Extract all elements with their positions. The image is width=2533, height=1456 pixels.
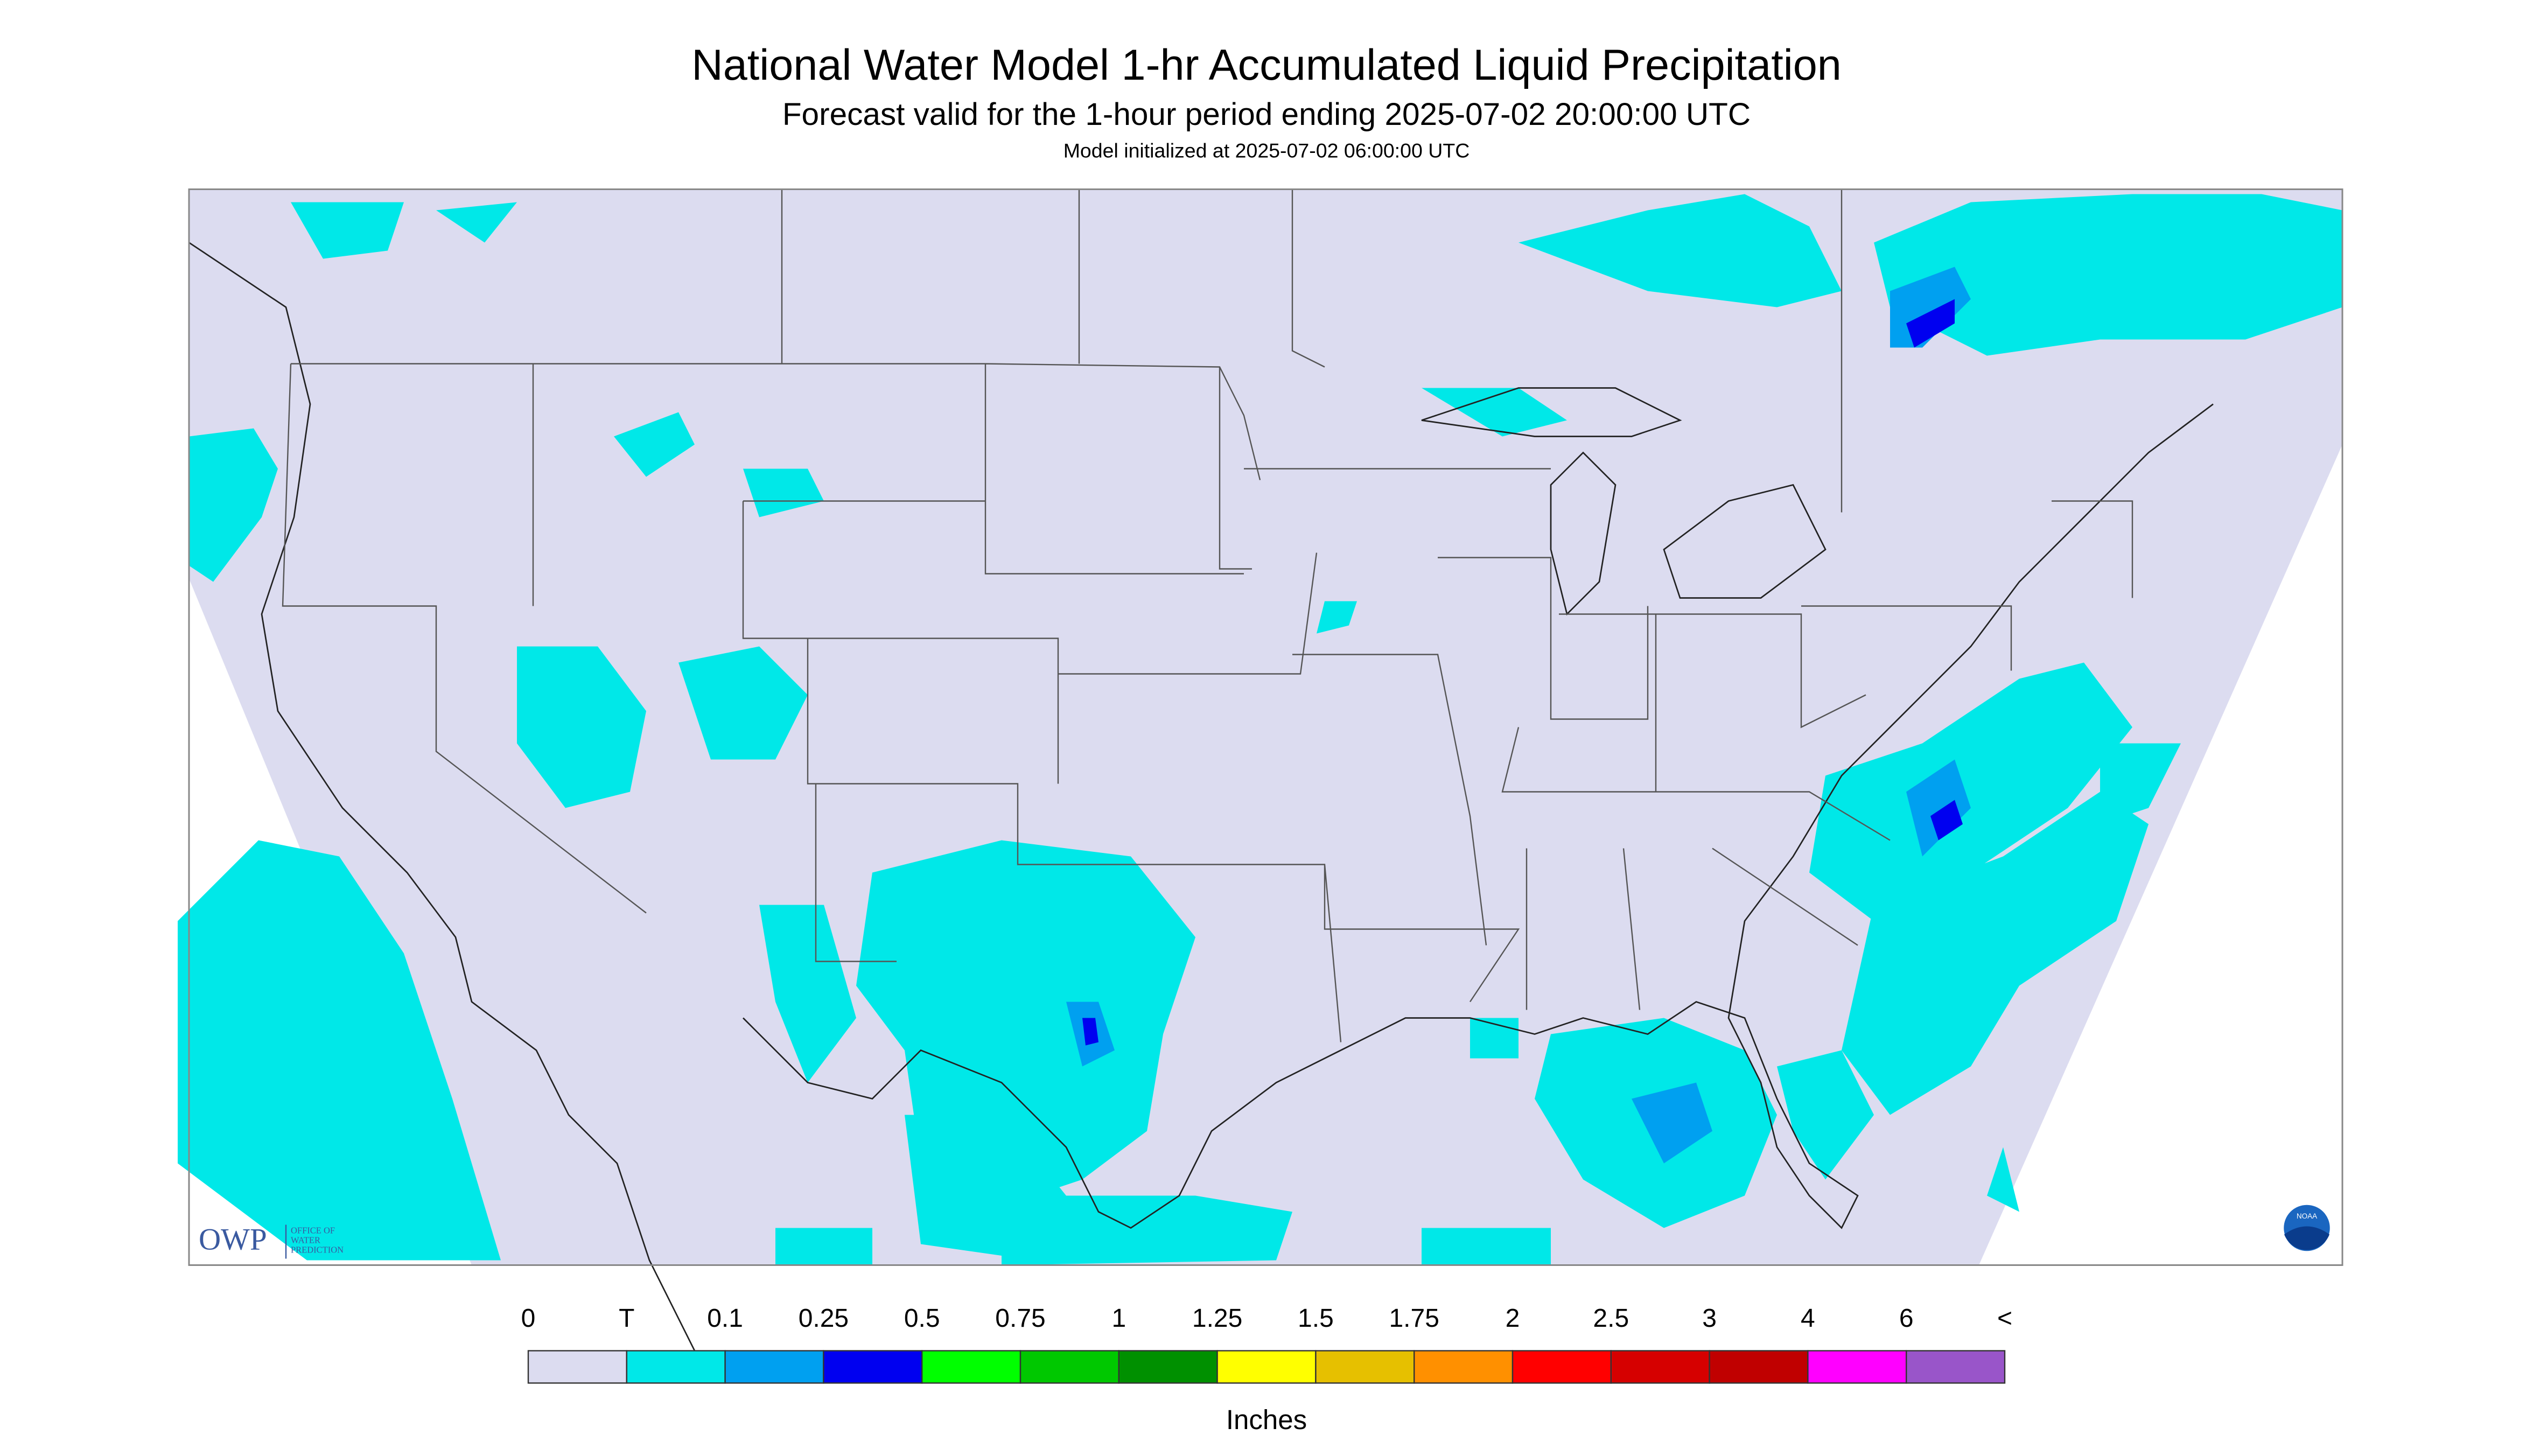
legend-swatch (1807, 1350, 1907, 1384)
legend-label: 4 (1801, 1304, 1815, 1333)
boundaries (188, 189, 2214, 1358)
legend-swatch (1216, 1350, 1317, 1384)
legend-swatch (1610, 1350, 1710, 1384)
owp-logo-line: PREDICTION (291, 1244, 344, 1255)
init-note: Model initialized at 2025-07-02 06:00:00… (1063, 139, 1470, 162)
legend-label: 0 (521, 1304, 536, 1333)
noaa-wave (2284, 1226, 2329, 1250)
legend-label: 0.75 (995, 1304, 1045, 1333)
owp-logo-line: WATER (291, 1235, 320, 1245)
owp-logo: OWP OFFICE OF WATER PREDICTION (199, 1223, 344, 1259)
legend-label: 3 (1702, 1304, 1717, 1333)
legend-label: T (619, 1304, 634, 1333)
legend-swatch (527, 1350, 628, 1384)
legend-unit: Inches (1226, 1404, 1307, 1435)
legend-label: 0.25 (799, 1304, 849, 1333)
projection-area (189, 189, 2342, 1265)
noaa-logo: NOAA (2281, 1202, 2333, 1254)
map-frame (188, 188, 2343, 1266)
legend-label: 1.5 (1298, 1304, 1334, 1333)
precipitation (178, 194, 2342, 1265)
legend-label: 1.25 (1192, 1304, 1242, 1333)
legend-swatch (1512, 1350, 1612, 1384)
legend-label: 0.5 (904, 1304, 940, 1333)
title: National Water Model 1-hr Accumulated Li… (691, 41, 1842, 89)
legend-swatch (921, 1350, 1021, 1384)
legend-label: < (1997, 1304, 2012, 1333)
legend-label: 1.75 (1389, 1304, 1439, 1333)
noaa-text: NOAA (2297, 1212, 2317, 1220)
legend-swatch (1019, 1350, 1120, 1384)
legend-swatch (1414, 1350, 1514, 1384)
legend-swatch (1905, 1350, 2006, 1384)
legend-swatch (626, 1350, 726, 1384)
legend-label: 0.1 (707, 1304, 743, 1333)
legend: 0 T 0.1 0.25 0.5 0.75 1 1.25 1.5 1.75 2 2.5 3 4 6 < (521, 1304, 2012, 1384)
legend-swatch (1118, 1350, 1218, 1384)
legend-swatch (823, 1350, 923, 1384)
map: OWP OFFICE OF WATER PREDICTION NOAA (178, 188, 2343, 1358)
legend-label: 1 (1111, 1304, 1126, 1333)
legend-label: 2.5 (1593, 1304, 1629, 1333)
legend-label: 2 (1506, 1304, 1520, 1333)
subtitle: Forecast valid for the 1-hour period end… (782, 97, 1751, 132)
owp-logo-line: OFFICE OF (291, 1225, 335, 1235)
owp-logo-text: OWP (199, 1223, 267, 1257)
legend-swatch (1709, 1350, 1809, 1384)
legend-swatch (1315, 1350, 1415, 1384)
legend-label: 6 (1899, 1304, 1914, 1333)
legend-swatch (724, 1350, 824, 1384)
